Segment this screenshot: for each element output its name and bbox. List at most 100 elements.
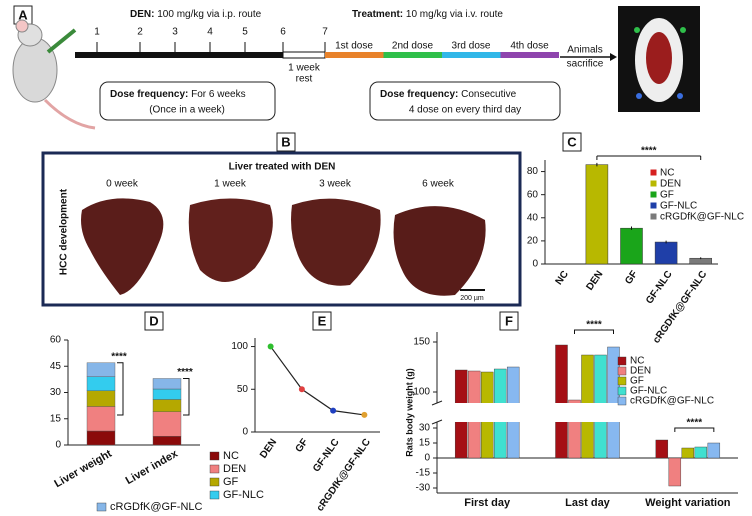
y-tick-label: 80 [527, 166, 539, 177]
significance-label: **** [111, 351, 127, 362]
break-mark [431, 400, 443, 406]
legend-label: GF [660, 190, 674, 201]
bar [585, 164, 609, 265]
panel-label: B [281, 134, 290, 149]
legend-swatch [209, 490, 220, 500]
week-label: 0 week [106, 179, 139, 190]
y-tick-label: 150 [413, 337, 430, 348]
week-number: 3 [172, 27, 178, 38]
legend-swatch [617, 356, 627, 366]
box-text: (Once in a week) [149, 105, 225, 116]
x-tick-label: GF-NLC [644, 269, 675, 306]
liver-image [291, 198, 381, 286]
significance-bracket [183, 378, 190, 416]
panel-label: C [567, 134, 577, 149]
data-line [270, 346, 365, 416]
week-number: 1 [94, 27, 100, 38]
break-mark [431, 419, 443, 425]
x-tick-label: DEN [584, 269, 605, 293]
x-tick-label: Liver weight [52, 448, 114, 491]
data-point [298, 386, 305, 393]
panel-b: B Liver treated with DEN HCC development… [41, 132, 522, 307]
y-tick-label: 50 [237, 384, 249, 395]
bar-segment [86, 362, 116, 377]
y-tick-label: 0 [242, 427, 248, 438]
legend-label: NC [660, 168, 674, 179]
panel-label: E [318, 313, 327, 328]
panel-label: D [149, 313, 158, 328]
panel-label-box [276, 132, 296, 152]
bar-segment [152, 388, 182, 400]
week-number: 5 [242, 27, 248, 38]
significance-bracket [674, 427, 715, 432]
den-label: DEN: 100 mg/kg via i.p. route [130, 9, 262, 20]
data-point [361, 411, 368, 418]
x-tick-label: cRGDfK@GF-NLC [315, 437, 373, 514]
bar [681, 447, 695, 459]
significance-label: **** [641, 146, 657, 157]
scale-label: 200 µm [460, 295, 484, 302]
legend-label: cRGDfK@GF-NLC [630, 396, 714, 407]
y-tick-label: 60 [527, 189, 539, 200]
box-text: 4 dose on every third day [409, 105, 521, 116]
sacrifice-label: Animals [567, 45, 603, 56]
mouse-illustration [12, 19, 96, 130]
bar [654, 241, 678, 265]
legend-label: NC [630, 356, 644, 367]
y-tick-label: 15 [419, 438, 431, 449]
panel-label: A [18, 7, 28, 22]
data-point [330, 407, 337, 414]
bar-segment [86, 406, 116, 432]
x-tick-label: NC [554, 269, 571, 287]
side-label: HCC development [59, 188, 70, 275]
info-box [99, 81, 276, 121]
bar [694, 446, 708, 459]
legend-label: cRGDfK@GF-NLC [110, 501, 203, 513]
bar [555, 344, 568, 459]
dose-segment [500, 52, 559, 58]
bar-segment [152, 411, 182, 437]
legend-swatch [617, 386, 627, 396]
liver-image [393, 206, 486, 296]
dose-label: 2nd dose [392, 41, 434, 52]
y-tick-label: 45 [50, 361, 62, 372]
legend-swatch [96, 502, 107, 512]
week-label: 3 week [319, 179, 352, 190]
info-box [369, 81, 561, 121]
dose-segment [325, 52, 384, 58]
bar-segment [152, 399, 182, 412]
bar-segment [86, 390, 116, 407]
x-tick-label: DEN [258, 437, 279, 461]
y-tick-label: 40 [527, 212, 539, 223]
legend-swatch [209, 477, 220, 487]
x-tick-label: GF-NLC [311, 437, 342, 474]
y-tick-label: -15 [416, 468, 431, 479]
significance-label: **** [586, 320, 602, 331]
treatment-label: Treatment: 10 mg/kg via i.v. route [352, 9, 503, 20]
week-number: 6 [280, 27, 286, 38]
dose-label: 3rd dose [452, 41, 491, 52]
dose-segment [442, 52, 501, 58]
box-text: Dose frequency: Consecutive [380, 89, 517, 100]
arrow-head [610, 53, 617, 61]
legend-swatch [649, 190, 658, 199]
week-label: 1 week [214, 179, 247, 190]
y-tick-label: 100 [231, 341, 248, 352]
y-tick-label: 20 [527, 236, 539, 247]
x-tick-label: GF [294, 437, 311, 455]
bar [620, 227, 643, 265]
dose-label: 1st dose [335, 41, 373, 52]
legend-label: GF-NLC [223, 489, 264, 501]
significance-label: **** [177, 367, 193, 378]
x-tick-label: Liver index [124, 447, 181, 487]
legend-label: DEN [630, 366, 651, 377]
x-tick-label: GF [623, 269, 640, 287]
legend-label: DEN [660, 179, 681, 190]
y-tick-label: 30 [419, 423, 431, 434]
panel-labels: C D E F [144, 132, 582, 331]
y-tick-label: 0 [55, 440, 61, 451]
bar [707, 442, 721, 459]
y-tick-label: 0 [532, 259, 538, 270]
sacrifice-label: sacrifice [567, 59, 604, 70]
x-tick-label: First day [464, 497, 511, 509]
